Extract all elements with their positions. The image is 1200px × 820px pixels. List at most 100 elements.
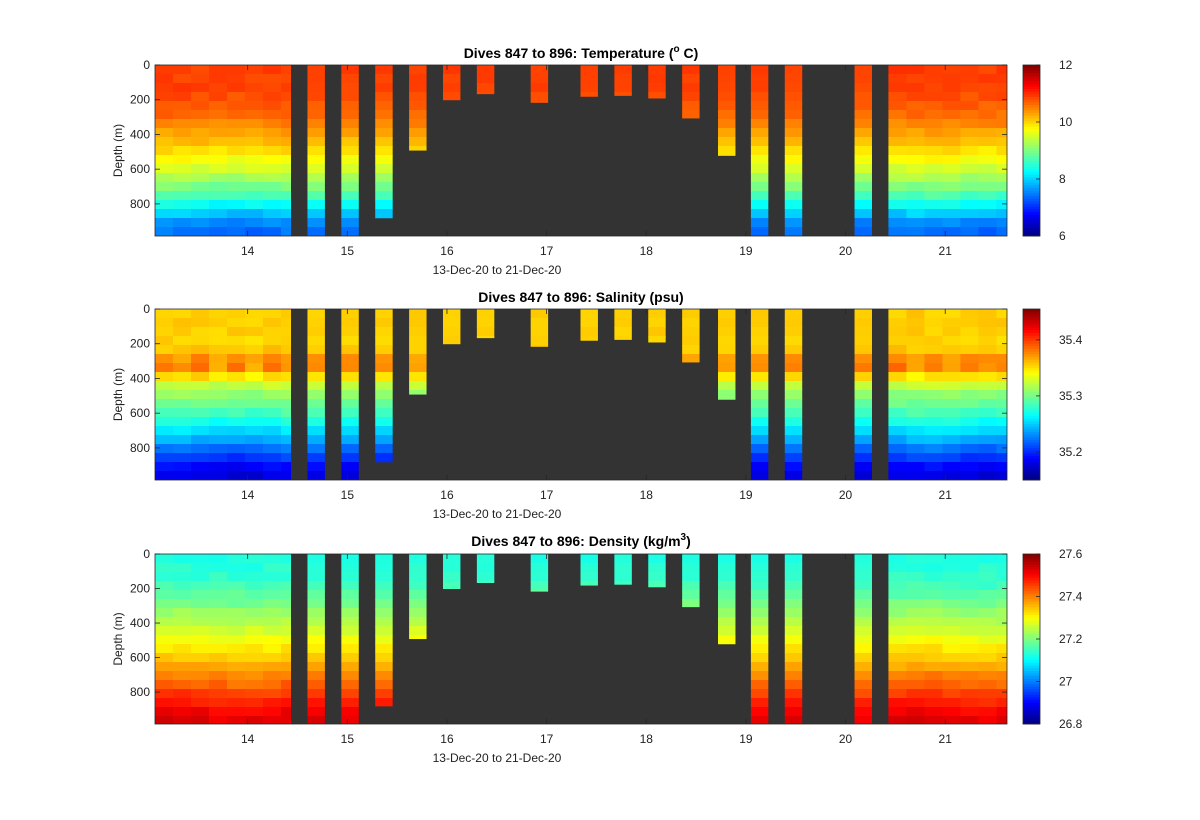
x-tick-label: 17 bbox=[540, 488, 554, 502]
panel-2: 14 15 16 17 18 19 20 21 0 200 400 600 800 Dives 847 t… bbox=[111, 532, 1083, 765]
dive-bar-0 bbox=[307, 554, 325, 724]
dive-bar-12 bbox=[750, 309, 769, 480]
dive-bar-2 bbox=[375, 309, 393, 463]
x-tick-label: 19 bbox=[739, 488, 753, 502]
y-tick-label: 600 bbox=[130, 651, 150, 665]
dive-bar-0 bbox=[307, 65, 325, 236]
title-tail: C) bbox=[680, 45, 699, 61]
x-tick-label: 17 bbox=[540, 732, 554, 746]
dive-bar-6 bbox=[530, 554, 549, 592]
colorbar-tick-label: 35.2 bbox=[1059, 445, 1083, 459]
dive-bar-9 bbox=[648, 65, 666, 99]
y-tick-label: 800 bbox=[130, 441, 150, 455]
dive-bar-0 bbox=[307, 309, 325, 480]
title-main: Dives 847 to 896: Density (kg/m bbox=[471, 533, 680, 549]
x-tick-label: 15 bbox=[341, 244, 355, 258]
data-layer bbox=[155, 65, 1007, 236]
dive-bar-1 bbox=[341, 309, 359, 480]
x-tick-label: 15 bbox=[341, 488, 355, 502]
y-axis-label: Depth (m) bbox=[111, 368, 125, 421]
y-tick-label: 800 bbox=[130, 197, 150, 211]
x-tick-label: 14 bbox=[241, 244, 255, 258]
dive-bar-13 bbox=[784, 554, 803, 724]
dive-block-1 bbox=[888, 309, 1007, 480]
data-layer bbox=[155, 309, 1007, 480]
x-axis-label: 13-Dec-20 to 21-Dec-20 bbox=[433, 507, 562, 521]
y-tick-label: 400 bbox=[130, 616, 150, 630]
x-tick-label: 16 bbox=[440, 244, 454, 258]
y-tick-label: 0 bbox=[143, 302, 150, 316]
dive-bar-2 bbox=[375, 65, 393, 219]
panel-title: Dives 847 to 896: Temperature (o C) bbox=[464, 44, 699, 61]
dive-block-1 bbox=[888, 554, 1007, 724]
dive-bar-8 bbox=[614, 309, 632, 340]
dive-bar-4 bbox=[442, 554, 461, 590]
title-superscript: 3 bbox=[681, 532, 687, 543]
dive-bar-12 bbox=[750, 65, 769, 236]
colorbar-tick-label: 27 bbox=[1059, 675, 1073, 689]
colorbar-frame bbox=[1022, 64, 1041, 237]
x-tick-label: 20 bbox=[839, 244, 853, 258]
dive-bar-5 bbox=[476, 65, 495, 95]
colorbar-tick-label: 8 bbox=[1059, 172, 1066, 186]
panel-title: Dives 847 to 896: Density (kg/m3) bbox=[471, 532, 691, 549]
dive-bar-4 bbox=[442, 65, 461, 101]
x-tick-label: 16 bbox=[440, 732, 454, 746]
x-tick-label: 20 bbox=[839, 732, 853, 746]
panel-title: Dives 847 to 896: Salinity (psu) bbox=[478, 289, 683, 305]
dive-bar-7 bbox=[580, 554, 598, 586]
dive-bar-9 bbox=[648, 309, 666, 343]
x-tick-label: 17 bbox=[540, 244, 554, 258]
dive-bar-14 bbox=[854, 65, 872, 236]
colorbar-tick-label: 10 bbox=[1059, 115, 1073, 129]
dive-block-0 bbox=[155, 65, 292, 236]
colorbar-tick-label: 6 bbox=[1059, 229, 1066, 243]
x-tick-label: 21 bbox=[939, 488, 953, 502]
x-tick-label: 19 bbox=[739, 732, 753, 746]
dive-bar-1 bbox=[341, 554, 359, 724]
dive-bar-14 bbox=[854, 309, 872, 480]
dive-bar-12 bbox=[750, 554, 769, 724]
x-tick-label: 14 bbox=[241, 488, 255, 502]
y-tick-label: 400 bbox=[130, 371, 150, 385]
y-tick-label: 200 bbox=[130, 582, 150, 596]
colorbar-tick-label: 12 bbox=[1059, 58, 1073, 72]
dive-bar-9 bbox=[648, 554, 666, 588]
title-superscript: o bbox=[674, 44, 680, 55]
colorbar-tick-label: 27.2 bbox=[1059, 632, 1083, 646]
data-layer bbox=[155, 554, 1007, 724]
dive-bar-10 bbox=[682, 65, 700, 119]
colorbar: 26.8 27 27.2 27.4 27.6 bbox=[1022, 547, 1083, 731]
dive-bar-5 bbox=[476, 554, 495, 583]
colorbar-tick-label: 35.4 bbox=[1059, 333, 1083, 347]
x-tick-label: 18 bbox=[640, 244, 654, 258]
x-tick-label: 18 bbox=[640, 732, 654, 746]
dive-bar-6 bbox=[530, 309, 549, 347]
axes-frame bbox=[154, 308, 1008, 481]
axes-frame bbox=[154, 553, 1008, 725]
dive-bar-10 bbox=[682, 554, 700, 608]
title-main: Dives 847 to 896: Salinity (psu) bbox=[478, 289, 683, 305]
dive-block-1 bbox=[888, 65, 1007, 236]
dive-bar-3 bbox=[409, 65, 427, 151]
dive-bar-3 bbox=[409, 309, 427, 395]
axes-frame bbox=[154, 64, 1008, 237]
x-tick-label: 21 bbox=[939, 244, 953, 258]
colorbar-tick-label: 35.3 bbox=[1059, 389, 1083, 403]
x-tick-label: 20 bbox=[839, 488, 853, 502]
colorbar-frame bbox=[1022, 308, 1041, 481]
x-tick-label: 18 bbox=[640, 488, 654, 502]
title-tail: ) bbox=[686, 533, 691, 549]
dive-block-0 bbox=[155, 309, 292, 480]
y-tick-label: 600 bbox=[130, 406, 150, 420]
dive-bar-4 bbox=[442, 309, 461, 345]
y-axis-label: Depth (m) bbox=[111, 612, 125, 665]
dive-bar-7 bbox=[580, 309, 598, 341]
x-tick-label: 14 bbox=[241, 732, 255, 746]
colorbar-tick-label: 27.4 bbox=[1059, 590, 1083, 604]
y-tick-label: 200 bbox=[130, 93, 150, 107]
y-tick-label: 0 bbox=[143, 547, 150, 561]
colorbar: 6 8 10 12 bbox=[1022, 58, 1073, 243]
dive-bar-11 bbox=[718, 309, 736, 400]
